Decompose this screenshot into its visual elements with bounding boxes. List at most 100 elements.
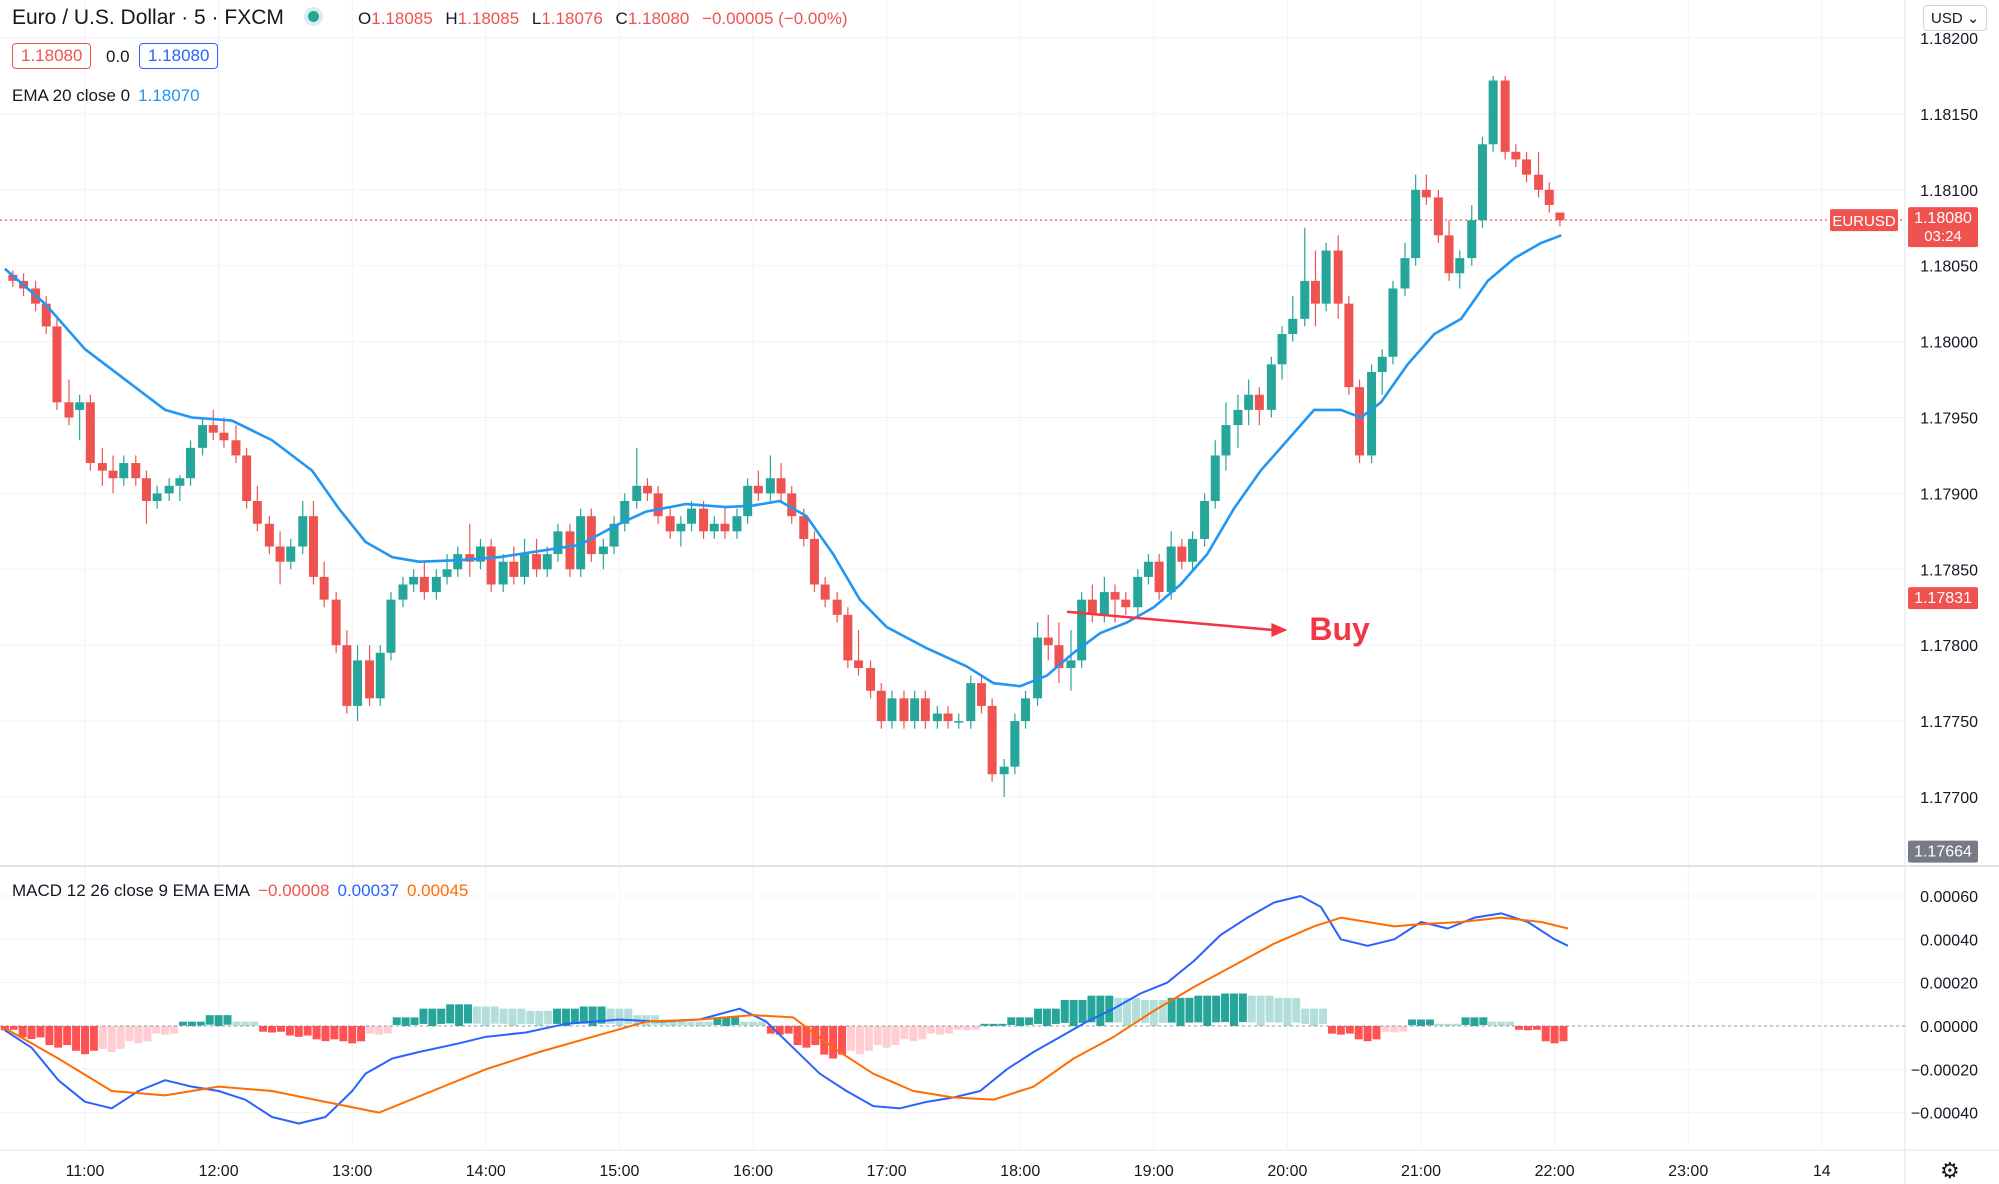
time-axis[interactable]: 11:00 12:00 13:00 14:00 15:00 16:00 17:00 18:00… — [66, 1163, 1831, 1180]
histogram-bar[interactable] — [1399, 1026, 1408, 1032]
candle[interactable] — [632, 447, 642, 509]
histogram-bar[interactable] — [570, 1008, 579, 1024]
histogram-bar[interactable] — [107, 1026, 116, 1052]
histogram-bar[interactable] — [740, 1021, 749, 1026]
histogram-bar[interactable] — [784, 1026, 793, 1034]
candle[interactable] — [1522, 151, 1532, 183]
candle[interactable] — [152, 485, 162, 509]
histogram-bar[interactable] — [1194, 995, 1203, 1023]
candle[interactable] — [1433, 189, 1443, 243]
histogram-bar[interactable] — [766, 1026, 775, 1034]
histogram-bar[interactable] — [383, 1026, 392, 1034]
histogram-bar[interactable] — [1559, 1026, 1568, 1042]
histogram-bar[interactable] — [1087, 995, 1096, 1023]
histogram-bar[interactable] — [161, 1026, 170, 1035]
candle[interactable] — [653, 485, 663, 524]
histogram-bar[interactable] — [561, 1008, 570, 1026]
gear-icon[interactable]: ⚙ — [1940, 1158, 1960, 1183]
candle[interactable] — [1166, 531, 1176, 600]
histogram-bar[interactable] — [116, 1026, 125, 1049]
histogram-bar[interactable] — [749, 1021, 757, 1026]
histogram-bar[interactable] — [45, 1026, 54, 1046]
candle[interactable] — [1534, 151, 1544, 198]
histogram-bar[interactable] — [1488, 1021, 1497, 1026]
candle[interactable] — [1500, 75, 1510, 160]
histogram-bar[interactable] — [1025, 1017, 1034, 1025]
histogram-bar[interactable] — [1283, 997, 1292, 1026]
histogram-bar[interactable] — [1185, 997, 1194, 1023]
histogram-bar[interactable] — [615, 1008, 624, 1026]
candle[interactable] — [809, 531, 819, 593]
buy-annotation-label[interactable]: Buy — [1309, 611, 1370, 647]
candle[interactable] — [264, 516, 274, 555]
candle[interactable] — [699, 500, 709, 539]
histogram-bar[interactable] — [330, 1026, 339, 1040]
histogram-bar[interactable] — [971, 1026, 980, 1030]
histogram-bar[interactable] — [1051, 1008, 1060, 1024]
candle[interactable] — [1154, 554, 1164, 600]
candle[interactable] — [720, 508, 730, 539]
histogram-bar[interactable] — [1327, 1026, 1336, 1034]
candle[interactable] — [141, 470, 151, 524]
histogram-bar[interactable] — [259, 1026, 268, 1032]
histogram-bar[interactable] — [1523, 1026, 1532, 1031]
candle[interactable] — [598, 538, 608, 570]
histogram-bar[interactable] — [606, 1008, 615, 1024]
histogram-bar[interactable] — [490, 1006, 499, 1024]
candle[interactable] — [231, 425, 241, 464]
histogram-bar[interactable] — [339, 1026, 348, 1042]
histogram-bar[interactable] — [998, 1023, 1007, 1026]
candle[interactable] — [1400, 242, 1410, 297]
candle[interactable] — [431, 569, 441, 600]
candle[interactable] — [1021, 690, 1031, 729]
histogram-bar[interactable] — [98, 1026, 107, 1049]
candle[interactable] — [787, 485, 797, 524]
histogram-bar[interactable] — [508, 1008, 517, 1026]
histogram-bar[interactable] — [214, 1015, 223, 1026]
candle[interactable] — [331, 592, 341, 653]
candle[interactable] — [1310, 250, 1320, 327]
histogram-bar[interactable] — [1034, 1008, 1043, 1024]
histogram-bar[interactable] — [1007, 1017, 1016, 1025]
histogram-bar[interactable] — [446, 1004, 455, 1024]
candle[interactable] — [286, 538, 296, 570]
histogram-bar[interactable] — [178, 1021, 187, 1026]
histogram-bar[interactable] — [526, 1010, 535, 1025]
histogram-bar[interactable] — [864, 1026, 873, 1051]
histogram-bar[interactable] — [1247, 995, 1256, 1023]
histogram-bar[interactable] — [1319, 1008, 1328, 1024]
histogram-bar[interactable] — [936, 1026, 945, 1035]
histogram-bar[interactable] — [374, 1026, 383, 1035]
histogram-bar[interactable] — [1292, 997, 1301, 1023]
histogram-bar[interactable] — [793, 1026, 802, 1046]
candle[interactable] — [409, 569, 419, 593]
histogram-bar[interactable] — [1532, 1026, 1541, 1030]
histogram-bar[interactable] — [63, 1026, 72, 1046]
histogram-bar[interactable] — [1016, 1017, 1025, 1026]
histogram-bar[interactable] — [18, 1026, 27, 1038]
histogram-bar[interactable] — [312, 1026, 321, 1040]
histogram-bar[interactable] — [143, 1026, 152, 1042]
histogram-bar[interactable] — [1461, 1017, 1470, 1025]
histogram-bar[interactable] — [250, 1021, 259, 1026]
histogram-bar[interactable] — [544, 1010, 553, 1025]
candle[interactable] — [319, 561, 329, 608]
candle[interactable] — [486, 538, 496, 593]
candle[interactable] — [498, 554, 508, 593]
histogram-bar[interactable] — [223, 1015, 232, 1025]
candle[interactable] — [1411, 174, 1421, 266]
candle[interactable] — [1077, 592, 1087, 668]
macd-axis[interactable]: 0.00060 0.00040 0.00020 0.00000 −0.00020 −0.0… — [1911, 889, 1978, 1123]
histogram-bar[interactable] — [134, 1026, 143, 1044]
candle[interactable] — [732, 508, 742, 539]
histogram-bar[interactable] — [1069, 1000, 1078, 1026]
candle[interactable] — [108, 455, 118, 494]
candle[interactable] — [832, 592, 842, 623]
candle[interactable] — [1333, 235, 1343, 319]
histogram-bar[interactable] — [918, 1026, 927, 1040]
histogram-bar[interactable] — [54, 1026, 63, 1048]
candle[interactable] — [1188, 531, 1198, 570]
histogram-bar[interactable] — [1167, 997, 1176, 1023]
candle[interactable] — [1043, 614, 1053, 661]
histogram-bar[interactable] — [989, 1023, 998, 1026]
